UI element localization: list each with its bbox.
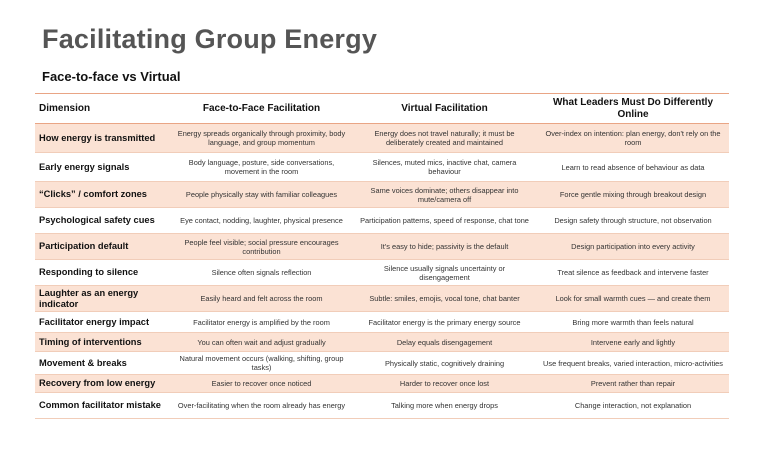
- row-leaders-online: Change interaction, not explanation: [574, 401, 692, 410]
- row-leaders-online: Force gentle mixing through breakout des…: [537, 181, 729, 208]
- row-face-to-face: Over-facilitating when the room already …: [177, 401, 346, 410]
- row-leaders-online: Learn to read absence of behaviour as da…: [561, 162, 705, 172]
- row-face-to-face: Easily heard and felt across the room: [171, 285, 352, 312]
- row-virtual: Talking more when energy drops: [391, 401, 498, 410]
- row-dimension: Early energy signals: [39, 161, 130, 172]
- row-virtual: Participation patterns, speed of respons…: [360, 216, 529, 225]
- table-row: Recovery from low energy Easier to recov…: [35, 374, 729, 393]
- row-dimension: Facilitator energy impact: [39, 316, 150, 327]
- row-dimension: Recovery from low energy: [35, 374, 171, 393]
- row-dimension: Movement & breaks: [39, 357, 127, 368]
- row-leaders-online: Over-index on intention: plan energy, do…: [537, 123, 729, 153]
- row-leaders-online: Look for small warmth cues — and create …: [537, 285, 729, 312]
- row-virtual: Subtle: smiles, emojis, vocal tone, chat…: [352, 285, 537, 312]
- table-row: Common facilitator mistake Over-facilita…: [35, 393, 729, 419]
- table-row: Movement & breaks Natural movement occur…: [35, 352, 729, 375]
- row-dimension: Responding to silence: [39, 267, 139, 278]
- row-virtual: Silence usually signals uncertainty or d…: [383, 263, 506, 282]
- row-face-to-face: People physically stay with familiar col…: [171, 181, 352, 208]
- row-face-to-face: People feel visible; social pressure enc…: [171, 233, 352, 260]
- row-virtual: Silences, muted mics, inactive chat, cam…: [372, 158, 517, 176]
- row-virtual: Facilitator energy is the primary energy…: [368, 317, 521, 327]
- row-dimension: Timing of interventions: [35, 332, 171, 352]
- row-face-to-face: Silence often signals reflection: [211, 268, 312, 277]
- table-row: Participation default People feel visibl…: [35, 233, 729, 260]
- row-leaders-online: Treat silence as feedback and intervene …: [557, 268, 709, 277]
- row-face-to-face: Natural movement occurs (walking, shifti…: [179, 354, 344, 372]
- header-dimension: Dimension: [35, 93, 171, 124]
- table-row: Facilitator energy impact Facilitator en…: [35, 312, 729, 333]
- table-row: Laughter as an energy indicator Easily h…: [35, 285, 729, 312]
- row-face-to-face: Energy spreads organically through proxi…: [171, 123, 352, 153]
- table-row: Psychological safety cues Eye contact, n…: [35, 208, 729, 234]
- header-virtual: Virtual Facilitation: [352, 93, 537, 124]
- row-face-to-face: Body language, posture, side conversatio…: [188, 158, 335, 176]
- row-leaders-online: Intervene early and lightly: [537, 332, 729, 352]
- row-dimension: Laughter as an energy indicator: [35, 285, 171, 312]
- table-row: How energy is transmitted Energy spreads…: [35, 123, 729, 153]
- row-dimension: Common facilitator mistake: [39, 400, 161, 411]
- row-virtual: Physically static, cognitively draining: [384, 358, 505, 368]
- header-leaders-online: What Leaders Must Do Differently Online: [537, 93, 729, 124]
- table-row: “Clicks” / comfort zones People physical…: [35, 181, 729, 208]
- row-leaders-online: Design safety through structure, not obs…: [554, 216, 712, 225]
- table-row: Responding to silence Silence often sign…: [35, 260, 729, 286]
- row-virtual: Delay equals disengagement: [352, 332, 537, 352]
- comparison-table: Dimension Face-to-Face Facilitation Virt…: [35, 93, 729, 419]
- table-row: Timing of interventions You can often wa…: [35, 332, 729, 352]
- row-leaders-online: Bring more warmth than feels natural: [572, 317, 694, 327]
- row-virtual: Harder to recover once lost: [352, 374, 537, 393]
- row-leaders-online: Design participation into every activity: [537, 233, 729, 260]
- row-leaders-online: Use frequent breaks, varied interaction,…: [543, 358, 723, 368]
- table-row: Early energy signals Body language, post…: [35, 153, 729, 182]
- row-face-to-face: Eye contact, nodding, laughter, physical…: [180, 216, 343, 225]
- row-dimension: Participation default: [35, 233, 171, 260]
- row-dimension: “Clicks” / comfort zones: [35, 181, 171, 208]
- row-dimension: How energy is transmitted: [35, 123, 171, 153]
- row-face-to-face: Easier to recover once noticed: [171, 374, 352, 393]
- table-header-row: Dimension Face-to-Face Facilitation Virt…: [35, 93, 729, 124]
- row-virtual: Energy does not travel naturally; it mus…: [352, 123, 537, 153]
- page-subtitle: Face-to-face vs Virtual: [42, 69, 181, 84]
- row-dimension: Psychological safety cues: [39, 215, 155, 226]
- header-face-to-face: Face-to-Face Facilitation: [171, 93, 352, 124]
- row-face-to-face: Facilitator energy is amplified by the r…: [193, 317, 330, 327]
- row-virtual: It's easy to hide; passivity is the defa…: [352, 233, 537, 260]
- row-leaders-online: Prevent rather than repair: [537, 374, 729, 393]
- row-virtual: Same voices dominate; others disappear i…: [352, 181, 537, 208]
- page-title: Facilitating Group Energy: [42, 24, 378, 54]
- row-face-to-face: You can often wait and adjust gradually: [171, 332, 352, 352]
